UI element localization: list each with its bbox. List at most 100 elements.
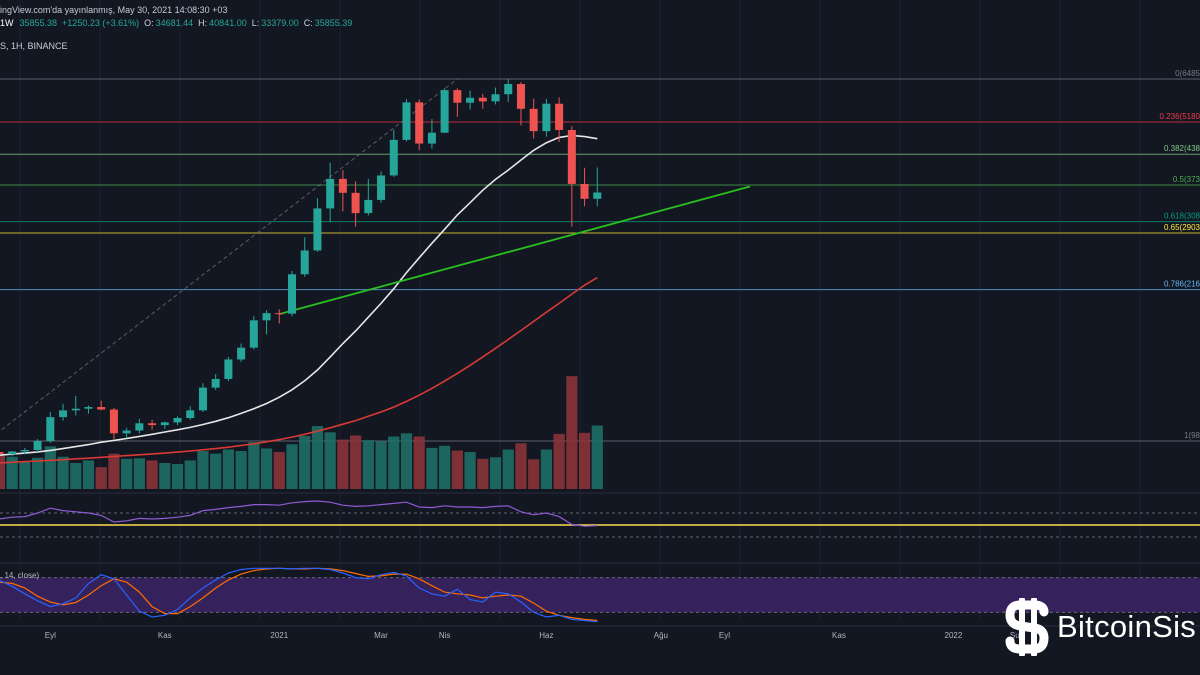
- volume-bar: [451, 450, 463, 489]
- volume-bar: [159, 463, 171, 489]
- low-value: 33379.00: [261, 18, 299, 28]
- volume-bar: [337, 439, 349, 489]
- volume-bar: [286, 444, 298, 489]
- time-label: Kas: [158, 631, 172, 640]
- published-info: ingView.com'da yayınlanmış, May 30, 2021…: [0, 5, 228, 15]
- time-label: Şub: [1010, 631, 1025, 640]
- timeframe-label: 1W: [0, 18, 14, 28]
- trendline-layer: [279, 185, 751, 316]
- volume-bar: [210, 453, 222, 489]
- volume-bar: [362, 440, 374, 489]
- candle-body: [529, 108, 538, 132]
- volume-bar: [439, 445, 451, 489]
- volume-bar: [350, 435, 362, 489]
- fib-label: 0.786(216: [1164, 280, 1200, 289]
- ma-red-line: [0, 276, 598, 464]
- time-label: Eyl: [45, 631, 56, 640]
- volume-bar: [0, 455, 6, 489]
- volume-bar: [146, 460, 158, 489]
- volume-bar: [578, 432, 591, 489]
- time-label: Kas: [832, 631, 846, 640]
- stoch-band: [0, 577, 1200, 613]
- candle-body: [466, 97, 475, 103]
- volume-bar: [324, 432, 336, 489]
- rsi-line: [0, 500, 598, 527]
- candle-body: [71, 408, 80, 411]
- volume-bar: [299, 435, 311, 489]
- grid-layer: [19, 0, 1141, 620]
- candle-body: [326, 178, 335, 209]
- moving-average-layer: [0, 134, 598, 464]
- volume-bar: [515, 443, 527, 489]
- candle-body: [504, 83, 513, 95]
- volume-bar: [44, 446, 56, 489]
- time-axis: Eyl Kas 2021 Mar Nis Haz Ağu Eyl Kas 2022 Şub: [0, 625, 1200, 640]
- volume-bar: [528, 459, 540, 489]
- volume-bar: [19, 461, 31, 489]
- stoch-pane: , 14, close): [0, 562, 1200, 623]
- volume-bar: [235, 451, 247, 489]
- volume-bar: [477, 458, 489, 489]
- candle-body: [338, 178, 347, 193]
- volume-bar: [260, 448, 273, 489]
- candle-body: [516, 83, 525, 109]
- last-price: 35855.38: [19, 18, 58, 28]
- candle-body: [20, 450, 29, 452]
- candle-body: [453, 90, 462, 103]
- volume-bar: [248, 442, 260, 489]
- candle-body: [148, 423, 157, 426]
- volume-bar: [375, 441, 387, 489]
- candle-body: [478, 97, 487, 102]
- candle-body: [427, 132, 436, 144]
- stoch-legend: , 14, close): [0, 571, 39, 580]
- volume-bar: [70, 463, 82, 489]
- fib-anchor-line: [0, 78, 458, 432]
- ohlc-legend: 1W 35855.38 +1250.23 (+3.61%) O: 34681.44 H: 4…: [0, 18, 357, 28]
- volume-bar: [184, 460, 196, 489]
- candle-body: [122, 430, 131, 434]
- fib-label: 0.618(308: [1164, 212, 1200, 221]
- candle-body: [275, 313, 284, 315]
- volume-bar: [6, 456, 18, 489]
- time-label: 2021: [270, 631, 288, 640]
- volume-bar: [400, 433, 413, 489]
- volume-bar: [388, 436, 400, 489]
- volume-bar: [311, 426, 324, 489]
- chart-header: ingView.com'da yayınlanmış, May 30, 2021…: [0, 0, 760, 56]
- candle-body: [97, 407, 106, 410]
- volume-bar: [566, 376, 578, 489]
- volume-bar: [591, 425, 603, 489]
- candle-body: [109, 409, 118, 434]
- candle-body: [491, 94, 500, 102]
- fib-label: 0.5(373: [1173, 175, 1200, 184]
- volume-bar: [197, 451, 209, 489]
- candle-body: [0, 452, 4, 455]
- time-label: Mar: [374, 631, 388, 640]
- candle-body: [364, 199, 373, 214]
- candle-body: [542, 103, 551, 132]
- volume-layer: [0, 376, 603, 489]
- fib-label: 1(98: [1184, 431, 1200, 440]
- volume-bar: [426, 447, 438, 489]
- volume-bar: [273, 452, 285, 489]
- volume-bar: [108, 453, 120, 489]
- candle-body: [224, 359, 233, 379]
- candle-body: [59, 410, 68, 418]
- candle-body: [262, 313, 271, 321]
- candle-body: [249, 320, 258, 348]
- candle-body: [135, 423, 144, 431]
- candle-body: [288, 274, 296, 314]
- volume-bar: [32, 457, 44, 489]
- candle-body: [33, 441, 42, 451]
- stoch-k-line: [0, 567, 598, 623]
- candle-body: [211, 378, 220, 388]
- low-label: L:: [251, 18, 260, 28]
- fib-label: 0.236(5180: [1160, 112, 1200, 121]
- candle-layer: [0, 78, 602, 457]
- volume-bar: [133, 458, 145, 489]
- fib-label: 0.382(438: [1164, 144, 1200, 153]
- candle-body: [415, 102, 424, 144]
- bitcoin-logo-icon: [1005, 598, 1049, 656]
- open-label: O:: [144, 18, 154, 28]
